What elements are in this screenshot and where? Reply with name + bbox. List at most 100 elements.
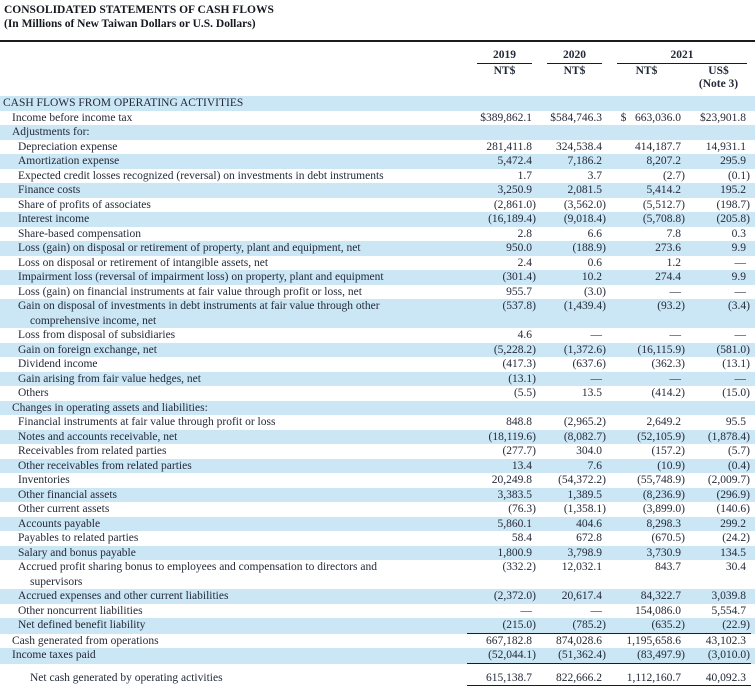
table-row: Gain on foreign exchange, net (5,228.2) … — [0, 342, 755, 357]
row-label: Cash generated from operations — [12, 634, 159, 647]
row-label: Finance costs — [18, 184, 81, 196]
cell-2019-nt: (301.4) — [502, 271, 536, 283]
cell-2021-nt: 2,649.2 — [646, 416, 682, 428]
cell-2019-nt — [467, 96, 537, 111]
row-label: Gain on disposal of investments in debt … — [18, 300, 380, 327]
row-label: Amortization expense — [18, 155, 120, 167]
cell-2019-nt: 2.4 — [517, 256, 532, 269]
cell-2019-nt: 667,182.8 — [486, 634, 532, 647]
cell-2021-nt: 5,414.2 — [646, 184, 682, 196]
note-reference: (Note 3) — [698, 78, 739, 90]
cell-2021-us: (0.1) — [727, 169, 750, 182]
cell-2020-nt: 3.7 — [587, 169, 602, 182]
cell-2020-nt: (1,372.6) — [563, 343, 606, 356]
row-label: Gain arising from fair value hedges, net — [18, 372, 201, 385]
table-row: Income taxes paid (52,044.1) (51,362.4) … — [0, 648, 755, 664]
cell-2019-nt: (332.2) — [502, 561, 536, 573]
cell-2021-us: (296.9) — [716, 488, 750, 501]
cell-2021-us: 134.5 — [720, 546, 746, 559]
row-label: Share of profits of associates — [18, 198, 151, 211]
cell-2021-nt: (52,105.9) — [637, 430, 685, 443]
table-row: Adjustments for: — [0, 125, 755, 140]
table-row: Salary and bonus payable 1,800.9 3,798.9… — [0, 545, 755, 560]
table-row: Other receivables from related parties 1… — [0, 458, 755, 473]
row-label: Inventories — [18, 474, 70, 486]
cell-2019-nt: (76.3) — [508, 503, 536, 515]
cell-2021-nt: 84,322.7 — [640, 590, 681, 602]
table-row: Cash generated from operations 667,182.8… — [0, 634, 755, 649]
cell-2020-nt: — — [590, 372, 603, 385]
row-label: Salary and bonus payable — [18, 546, 136, 559]
cell-2019-nt: (277.7) — [502, 445, 536, 457]
cell-2021-us — [686, 96, 751, 111]
table-row: Depreciation expense 281,411.8 324,538.4… — [0, 140, 755, 155]
table-row: Other current assets (76.3) (1,358.1) (3… — [0, 502, 755, 517]
cell-2021-us: — — [734, 256, 747, 269]
cell-2020-nt: (51,362.4) — [537, 648, 607, 664]
cell-2020-nt: 7,186.2 — [567, 155, 603, 167]
cell-2021-us: (5.7) — [727, 445, 750, 457]
cell-2019-nt: (2,372.0) — [493, 590, 536, 602]
cell-2021-nt: (362.3) — [651, 358, 685, 370]
cell-2020-nt: (1,439.4) — [563, 300, 606, 312]
cell-2019-nt: 955.7 — [506, 285, 532, 298]
cell-2021-nt: (2.7) — [662, 169, 685, 182]
table-row: Gain arising from fair value hedges, net… — [0, 371, 755, 386]
page-subtitle: (In Millions of New Taiwan Dollars or U.… — [4, 18, 256, 30]
cell-2020-nt: 404.6 — [576, 517, 602, 530]
cell-2020-nt — [537, 96, 607, 111]
cell-2020-nt: (2,965.2) — [563, 416, 606, 428]
cell-2020-nt — [537, 401, 607, 416]
table-row: Finance costs 3,250.9 2,081.5 5,414.2 19… — [0, 183, 755, 198]
cell-2021-nt: (157.2) — [651, 445, 685, 457]
cell-2019-nt: 950.0 — [506, 242, 532, 254]
row-label: Accounts payable — [18, 517, 101, 530]
currency-2020: NT$ — [563, 65, 586, 77]
cell-2019-nt: 58.4 — [511, 532, 532, 544]
row-label: Loss (gain) on disposal or retirement of… — [18, 242, 361, 254]
table-row: Share of profits of associates (2,861.0)… — [0, 198, 755, 213]
cell-2021-nt: 273.6 — [655, 242, 681, 254]
cell-2021-us: 299.2 — [720, 517, 746, 530]
cell-2021-us: — — [734, 285, 747, 298]
cell-2021-nt: (5,512.7) — [642, 198, 685, 211]
cell-2021-nt: 1,195,658.6 — [626, 634, 681, 647]
label-spacer — [0, 64, 467, 78]
cell-2019-nt: (537.8) — [502, 300, 536, 312]
cell-2021-us: (24.2) — [722, 532, 750, 544]
cell-2021-us — [686, 125, 751, 140]
table-row: Interest income (16,189.4) (9,018.4) (5,… — [0, 212, 755, 227]
table-row: Impairment loss (reversal of impairment … — [0, 270, 755, 285]
row-label: Depreciation expense — [18, 140, 118, 153]
row-label: Accrued profit sharing bonus to employee… — [18, 561, 377, 588]
currency-2019: NT$ — [493, 65, 516, 77]
cell-2021-us: (140.6) — [716, 503, 750, 515]
table-row: Amortization expense 5,472.4 7,186.2 8,2… — [0, 154, 755, 169]
cell-2019-nt: (5,228.2) — [493, 343, 536, 356]
cell-2021-us: $23,901.8 — [700, 111, 746, 124]
page-title: CONSOLIDATED STATEMENTS OF CASH FLOWS — [4, 4, 274, 16]
cell-2020-nt: 7.6 — [587, 459, 602, 472]
cell-2019-nt: (13.1) — [508, 372, 536, 385]
column-year-2019: 2019 — [467, 48, 537, 64]
cell-2021-nt: (55,748.9) — [637, 474, 685, 486]
cell-2021-nt — [607, 401, 686, 416]
cell-2020-nt: — — [590, 329, 603, 341]
table-row: Gain on disposal of investments in debt … — [0, 299, 755, 328]
cell-2021-nt: (93.2) — [657, 300, 685, 312]
column-header-years: 2019 2020 2021 — [0, 48, 755, 64]
cell-2019-nt: 3,383.5 — [497, 488, 533, 501]
cell-2021-nt: — — [669, 285, 682, 298]
column-year-2021: 2021 — [607, 48, 751, 64]
cell-2019-nt: (16,189.4) — [488, 213, 536, 225]
cell-2019-nt: (52,044.1) — [467, 648, 537, 664]
cell-2020-nt: (637.6) — [572, 358, 606, 370]
cell-2020-nt: 2,081.5 — [567, 184, 603, 196]
cell-2019-nt: (18,119.6) — [488, 430, 536, 443]
row-label: Other noncurrent liabilities — [18, 604, 143, 617]
table-row: Expected credit losses recognized (rever… — [0, 169, 755, 184]
cell-2020-nt: (9,018.4) — [563, 213, 606, 225]
cell-2020-nt: (188.9) — [572, 242, 606, 254]
cell-2021-us: 14,931.1 — [705, 140, 746, 153]
row-label: Expected credit losses recognized (rever… — [18, 169, 384, 182]
